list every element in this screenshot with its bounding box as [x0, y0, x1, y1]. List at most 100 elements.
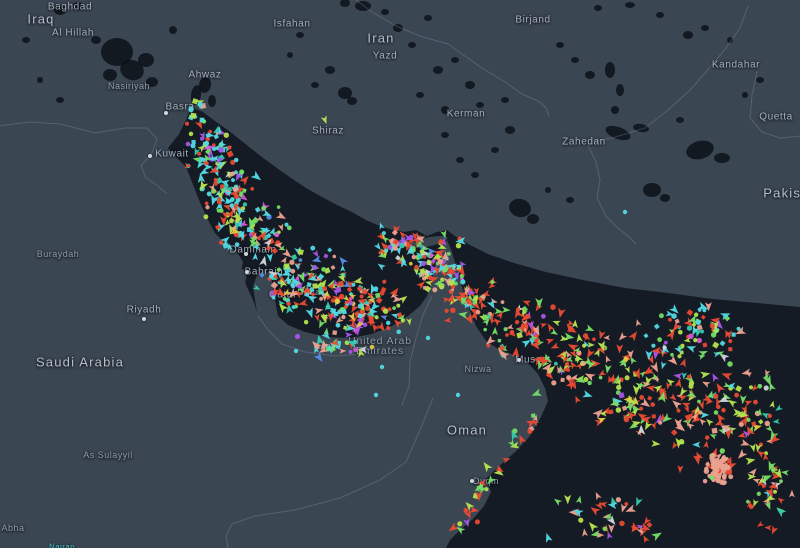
ship-marker[interactable]: [197, 101, 204, 108]
ship-marker[interactable]: [198, 166, 210, 178]
ship-marker[interactable]: [697, 400, 706, 411]
ship-marker[interactable]: [604, 364, 612, 374]
ship-marker[interactable]: [723, 329, 732, 340]
ship-marker[interactable]: [711, 427, 718, 434]
ship-marker[interactable]: [205, 205, 210, 210]
ship-marker[interactable]: [234, 184, 245, 195]
ship-marker[interactable]: [728, 347, 733, 352]
ship-marker[interactable]: [390, 312, 400, 320]
ship-marker[interactable]: [211, 145, 218, 152]
ship-marker[interactable]: [487, 281, 496, 291]
ship-marker[interactable]: [486, 343, 491, 348]
ship-marker[interactable]: [324, 301, 332, 311]
ship-marker[interactable]: [298, 258, 303, 263]
ship-marker[interactable]: [285, 303, 294, 314]
ship-marker[interactable]: [215, 139, 227, 149]
ship-marker[interactable]: [773, 467, 785, 481]
ship-marker[interactable]: [479, 313, 487, 322]
ship-marker[interactable]: [228, 217, 235, 224]
ship-marker[interactable]: [764, 525, 772, 531]
ship-marker[interactable]: [726, 382, 736, 390]
ship-marker[interactable]: [203, 140, 210, 146]
ship-marker[interactable]: [276, 205, 281, 209]
ship-marker[interactable]: [714, 451, 724, 461]
ship-marker[interactable]: [290, 253, 298, 261]
ship-marker[interactable]: [275, 270, 284, 279]
ship-marker[interactable]: [526, 428, 533, 435]
ship-marker[interactable]: [233, 193, 240, 199]
ship-marker[interactable]: [677, 329, 684, 336]
ship-marker[interactable]: [493, 466, 505, 479]
ship-marker[interactable]: [731, 332, 736, 337]
ship-marker[interactable]: [657, 346, 668, 358]
ship-marker[interactable]: [331, 287, 341, 296]
ship-marker[interactable]: [242, 202, 248, 208]
ship-marker[interactable]: [692, 441, 701, 448]
ship-marker[interactable]: [634, 318, 642, 327]
ship-marker[interactable]: [608, 409, 614, 415]
ship-marker[interactable]: [755, 408, 764, 417]
ship-marker[interactable]: [250, 186, 255, 191]
ship-marker[interactable]: [191, 98, 199, 105]
ship-marker[interactable]: [575, 495, 583, 504]
ship-marker[interactable]: [268, 273, 275, 280]
ship-marker[interactable]: [431, 259, 436, 264]
ship-marker[interactable]: [234, 241, 241, 248]
ship-marker[interactable]: [543, 532, 553, 543]
ship-marker[interactable]: [638, 406, 644, 412]
ship-marker[interactable]: [282, 297, 287, 301]
ship-marker[interactable]: [667, 355, 680, 367]
ship-marker[interactable]: [618, 520, 625, 527]
ship-marker[interactable]: [636, 410, 648, 422]
ship-marker[interactable]: [427, 274, 434, 281]
ship-marker[interactable]: [396, 329, 402, 335]
ship-marker[interactable]: [433, 248, 446, 258]
ship-marker[interactable]: [212, 143, 217, 148]
ship-marker[interactable]: [212, 125, 222, 136]
ship-marker[interactable]: [516, 331, 523, 339]
ship-marker[interactable]: [346, 337, 359, 349]
ship-marker[interactable]: [215, 224, 221, 231]
ship-marker[interactable]: [226, 243, 233, 251]
ship-marker[interactable]: [215, 200, 224, 211]
ship-marker[interactable]: [739, 414, 752, 427]
ship-marker[interactable]: [266, 253, 273, 263]
ship-marker[interactable]: [455, 392, 461, 398]
ship-marker[interactable]: [498, 345, 505, 352]
ship-marker[interactable]: [624, 504, 637, 516]
ship-marker[interactable]: [199, 117, 205, 123]
ship-marker[interactable]: [431, 286, 438, 293]
ship-marker[interactable]: [757, 476, 767, 485]
ship-marker[interactable]: [573, 347, 581, 353]
ship-marker[interactable]: [208, 183, 217, 193]
ship-marker[interactable]: [376, 261, 386, 271]
ship-marker[interactable]: [348, 292, 357, 300]
ship-marker[interactable]: [463, 518, 471, 528]
ship-marker[interactable]: [674, 418, 683, 429]
ship-marker[interactable]: [184, 162, 192, 169]
ship-marker[interactable]: [624, 400, 637, 413]
ship-marker[interactable]: [252, 252, 259, 261]
ship-marker[interactable]: [223, 132, 229, 138]
ship-marker[interactable]: [705, 302, 712, 312]
ship-marker[interactable]: [736, 326, 741, 331]
ship-marker[interactable]: [362, 298, 372, 307]
ship-marker[interactable]: [584, 324, 596, 334]
ship-marker[interactable]: [398, 293, 409, 304]
ship-marker[interactable]: [758, 419, 764, 425]
ship-marker[interactable]: [740, 404, 750, 415]
ship-marker[interactable]: [764, 420, 771, 427]
ship-marker[interactable]: [641, 516, 652, 526]
ship-marker[interactable]: [396, 303, 401, 308]
ship-marker[interactable]: [670, 352, 675, 357]
ship-marker[interactable]: [628, 329, 640, 342]
ship-marker[interactable]: [582, 390, 593, 400]
ship-marker[interactable]: [509, 441, 520, 451]
ship-marker[interactable]: [516, 307, 521, 312]
ship-marker[interactable]: [638, 369, 647, 378]
ship-marker[interactable]: [565, 374, 572, 381]
ship-marker[interactable]: [220, 216, 228, 226]
ship-marker[interactable]: [746, 417, 752, 423]
ship-marker[interactable]: [638, 394, 645, 401]
ship-marker[interactable]: [259, 272, 265, 278]
